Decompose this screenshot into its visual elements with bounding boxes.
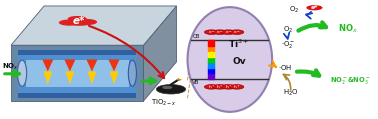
Text: Ti$^{3+}$: Ti$^{3+}$ [228, 37, 249, 50]
Ellipse shape [68, 16, 87, 22]
Polygon shape [65, 71, 74, 84]
Polygon shape [26, 60, 129, 87]
Polygon shape [110, 71, 118, 84]
Text: NO$_x$: NO$_x$ [2, 62, 19, 72]
Polygon shape [87, 60, 98, 71]
Text: O$_2$: O$_2$ [283, 25, 293, 35]
Text: e*: e* [311, 5, 318, 10]
Polygon shape [11, 6, 177, 45]
Text: e$^-$: e$^-$ [233, 29, 240, 36]
Text: Ov: Ov [232, 57, 246, 66]
Text: CB: CB [192, 34, 200, 39]
Polygon shape [108, 60, 119, 71]
Circle shape [156, 84, 186, 94]
Ellipse shape [17, 60, 27, 86]
Ellipse shape [76, 19, 97, 25]
Circle shape [204, 30, 218, 34]
Text: e*: e* [72, 16, 85, 26]
Text: h$^+$: h$^+$ [233, 83, 241, 91]
Circle shape [213, 30, 227, 34]
Ellipse shape [59, 20, 79, 26]
Ellipse shape [187, 7, 272, 112]
Text: h$^+$: h$^+$ [225, 83, 232, 91]
Text: NO$_x$: NO$_x$ [338, 22, 358, 35]
Text: $\cdot$O$_2^-$: $\cdot$O$_2^-$ [281, 39, 296, 50]
Text: e$^-$: e$^-$ [208, 29, 215, 36]
Polygon shape [19, 55, 136, 93]
Circle shape [222, 30, 235, 34]
Polygon shape [43, 71, 52, 84]
Text: h$^+$: h$^+$ [216, 83, 224, 91]
Circle shape [162, 86, 172, 89]
Polygon shape [88, 71, 96, 84]
Text: e$^-$: e$^-$ [216, 29, 224, 36]
Text: NO$_2^-$&NO$_3^-$: NO$_2^-$&NO$_3^-$ [330, 75, 370, 86]
Text: H$_2$O: H$_2$O [283, 88, 299, 98]
Circle shape [222, 85, 235, 89]
Polygon shape [42, 60, 53, 71]
Text: $\cdot$OH: $\cdot$OH [277, 63, 292, 72]
Circle shape [177, 79, 182, 81]
Polygon shape [19, 50, 136, 98]
Text: h$^+$: h$^+$ [208, 83, 215, 91]
Ellipse shape [129, 60, 136, 86]
Circle shape [213, 85, 227, 89]
Ellipse shape [68, 21, 90, 26]
Text: VB: VB [192, 80, 200, 85]
Circle shape [204, 85, 218, 89]
Polygon shape [143, 6, 177, 101]
Polygon shape [11, 45, 143, 101]
Circle shape [230, 85, 244, 89]
Text: e$^-$: e$^-$ [225, 29, 232, 36]
Text: TiO$_{2-x}$: TiO$_{2-x}$ [151, 98, 177, 108]
Circle shape [230, 30, 244, 34]
Text: O$_2$: O$_2$ [289, 5, 299, 15]
Polygon shape [64, 60, 75, 71]
Circle shape [306, 5, 322, 10]
